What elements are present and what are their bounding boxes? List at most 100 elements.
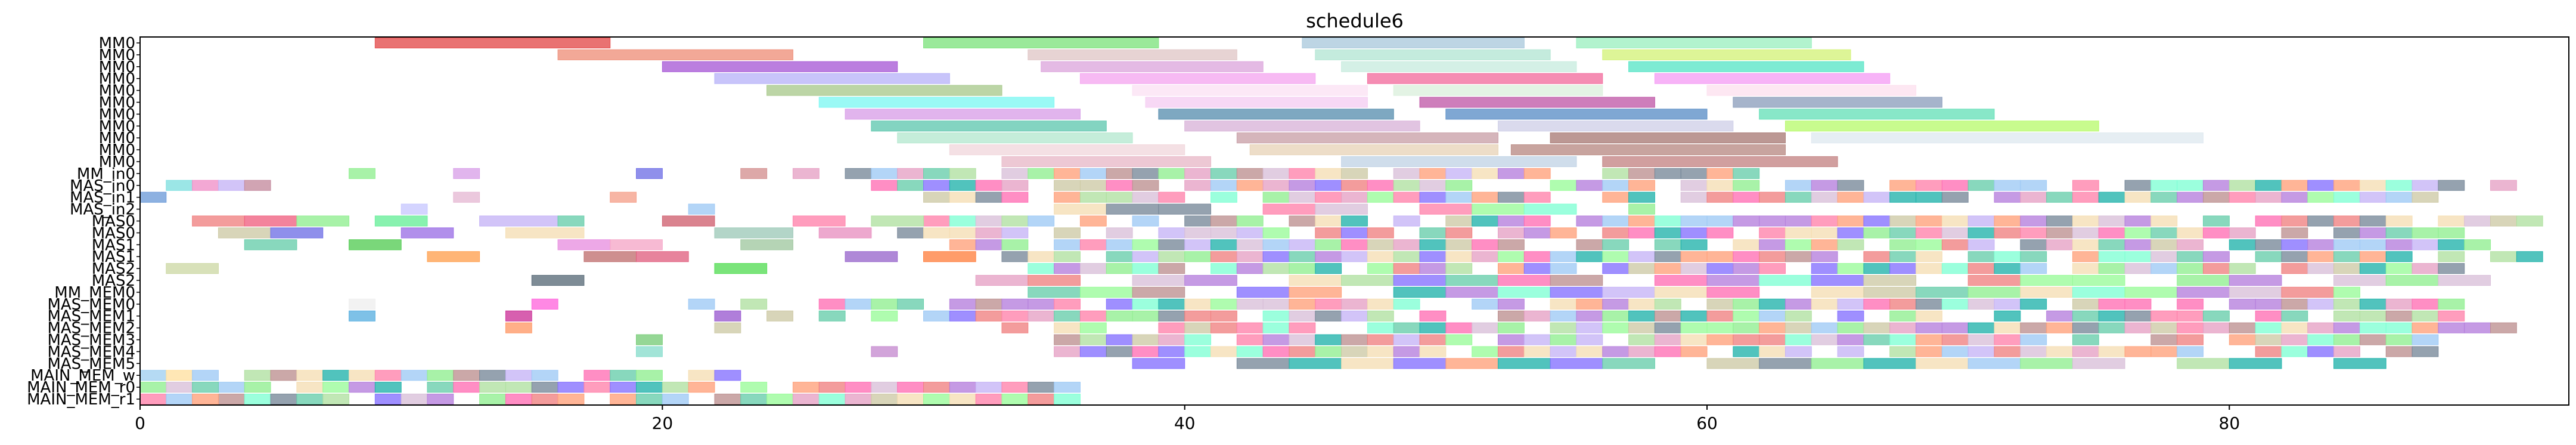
task-bar — [1497, 298, 1525, 310]
task-bar — [1628, 227, 1655, 239]
task-bar — [349, 239, 402, 251]
task-bar — [1550, 322, 1577, 333]
task-bar — [1367, 346, 1394, 357]
task-bar — [1341, 61, 1577, 72]
task-bar — [192, 370, 219, 381]
task-bar — [1106, 334, 1133, 345]
task-bar — [401, 393, 428, 405]
task-bar — [2098, 263, 2125, 274]
task-bar — [1079, 322, 1107, 333]
task-bar — [688, 298, 715, 310]
task-bar — [1445, 322, 1473, 333]
task-bar — [1393, 322, 1420, 333]
task-bar — [662, 215, 715, 227]
task-bar — [871, 310, 898, 322]
task-bar — [2072, 322, 2099, 333]
task-bar — [1733, 215, 1760, 227]
task-bar — [2411, 310, 2439, 322]
task-bar — [2359, 310, 2386, 322]
task-bar — [1837, 263, 1864, 274]
x-axis: 0 20 40 60 80 — [135, 405, 2240, 433]
task-bar — [1680, 168, 1708, 179]
task-bar — [1602, 168, 1630, 179]
y-tick-label: MM0 — [99, 106, 135, 123]
task-bar — [1445, 191, 1473, 203]
task-bar — [1158, 251, 1185, 262]
task-bar — [2411, 239, 2439, 251]
task-bar — [1132, 191, 1159, 203]
task-bar — [1497, 310, 1525, 322]
task-bar — [1654, 322, 1681, 333]
task-bar — [714, 310, 741, 322]
task-bar — [949, 215, 976, 227]
task-bar — [610, 191, 637, 203]
task-bar — [2020, 251, 2047, 262]
task-bar — [949, 144, 1185, 156]
task-bar — [322, 393, 350, 405]
task-bar — [1733, 310, 1760, 322]
task-bar — [1079, 191, 1107, 203]
task-bar — [1811, 132, 2204, 144]
task-bar — [2411, 322, 2439, 333]
task-bar — [2438, 322, 2465, 333]
task-bar — [1497, 286, 1551, 298]
task-bar — [1994, 215, 2021, 227]
task-bar — [2072, 298, 2099, 310]
task-bar — [531, 382, 558, 393]
task-bar — [2020, 358, 2073, 369]
task-bar — [1602, 227, 1630, 239]
task-bar — [1315, 263, 1342, 274]
task-bar — [2177, 358, 2230, 369]
task-bar — [1419, 322, 1447, 333]
task-bar — [1706, 85, 1917, 96]
task-bar — [1602, 358, 1655, 369]
task-bar — [766, 85, 1003, 96]
task-bar — [531, 370, 558, 381]
task-bar — [1916, 191, 1942, 203]
task-bar — [2124, 215, 2152, 227]
task-bar — [2020, 298, 2047, 310]
task-bar — [1967, 227, 1995, 239]
task-bar — [1236, 346, 1264, 357]
task-bar — [1863, 298, 1891, 310]
task-bar — [2255, 251, 2282, 262]
y-tick-label: MAS_in1 — [70, 189, 135, 207]
task-bar — [845, 393, 872, 405]
task-bar — [2020, 239, 2047, 251]
task-bar — [1054, 239, 1081, 251]
task-bar — [2072, 215, 2099, 227]
task-bar — [975, 298, 1003, 310]
task-bar — [923, 227, 950, 239]
task-bar — [871, 346, 898, 357]
task-bar — [1367, 322, 1394, 333]
task-bar — [1145, 97, 1368, 108]
task-bar — [1289, 215, 1316, 227]
task-bar — [1680, 180, 1708, 191]
task-bar — [1132, 310, 1159, 322]
task-bar — [1759, 322, 1786, 333]
task-bar — [1863, 227, 1891, 239]
task-bar — [1158, 109, 1394, 120]
task-bar — [662, 393, 689, 405]
task-bar — [2020, 286, 2073, 298]
task-bar — [1916, 358, 1969, 369]
task-bar — [792, 382, 820, 393]
task-bar — [1184, 227, 1212, 239]
task-bar — [218, 393, 245, 405]
task-bar — [1393, 239, 1420, 251]
task-bar — [1576, 346, 1603, 357]
y-tick-label: MAS2 — [92, 260, 135, 278]
y-tick-label: MAS_MEM3 — [47, 332, 135, 350]
task-bar — [2464, 239, 2491, 251]
task-bar — [401, 227, 454, 239]
task-bar — [2229, 239, 2256, 251]
task-bar — [2124, 346, 2152, 357]
task-bar — [740, 393, 768, 405]
task-bar — [1132, 251, 1159, 262]
task-bar — [1315, 310, 1342, 322]
task-bar — [166, 180, 193, 191]
task-bar — [1523, 334, 1551, 345]
task-bar — [1289, 310, 1316, 322]
task-bar — [1550, 346, 1577, 357]
task-bar — [1184, 298, 1212, 310]
